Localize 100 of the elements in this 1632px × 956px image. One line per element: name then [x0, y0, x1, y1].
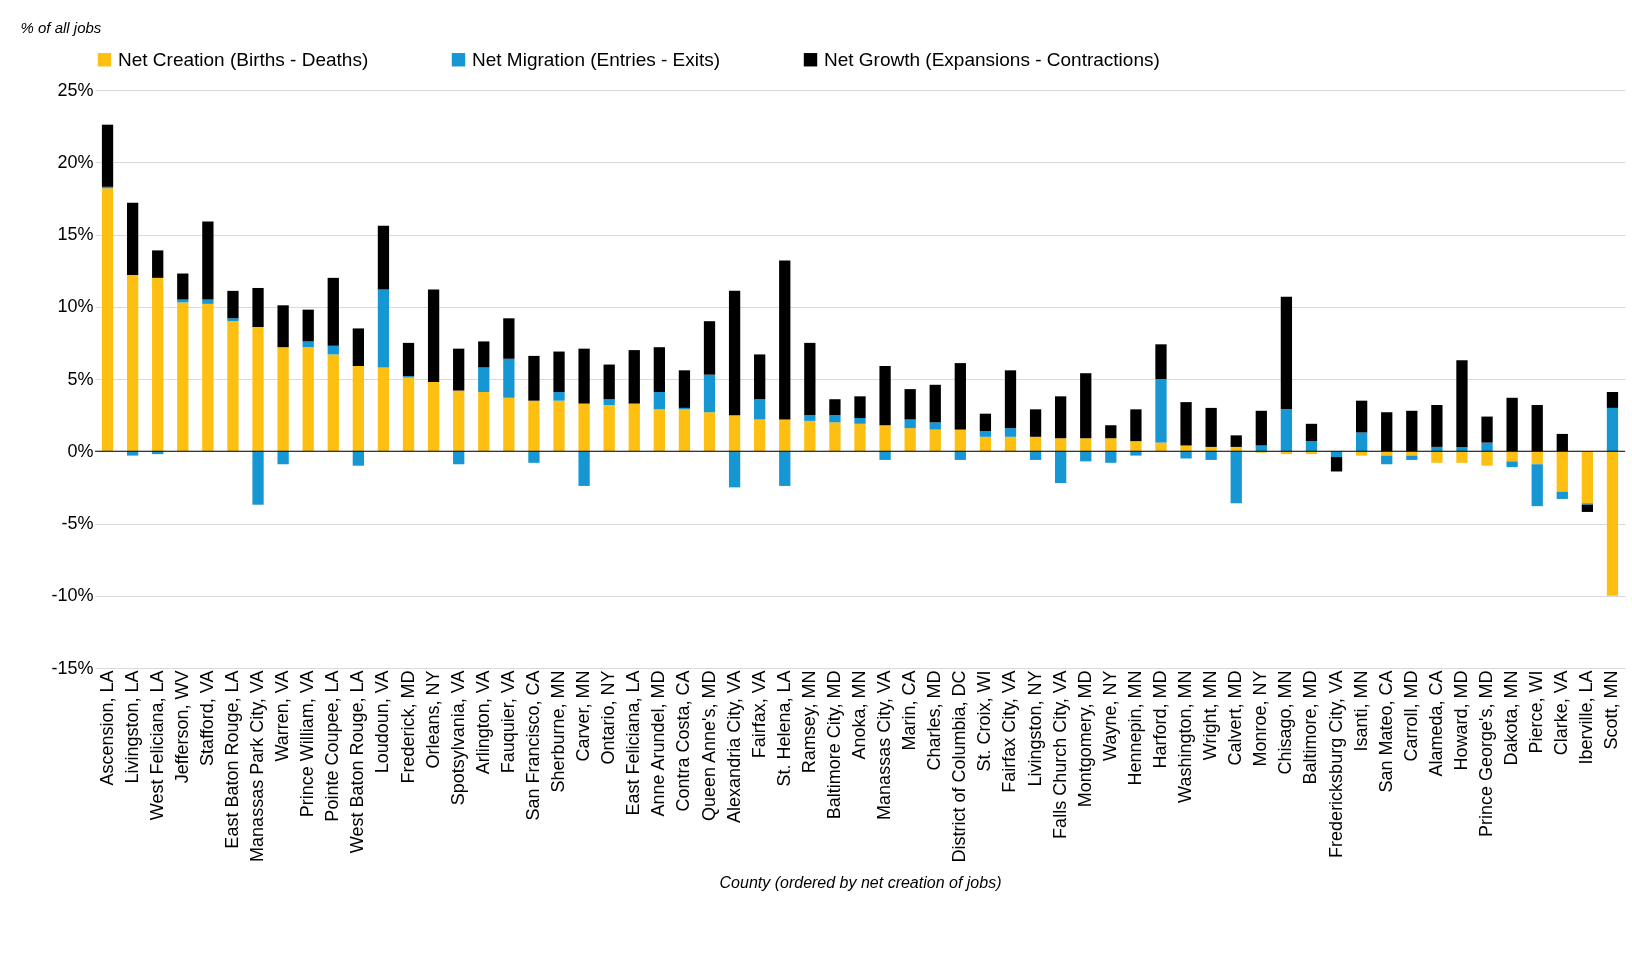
bar — [453, 390, 465, 452]
x-tick-label: Monroe, NY — [1250, 670, 1271, 767]
bar — [327, 354, 339, 452]
bar — [1531, 464, 1543, 507]
bar — [854, 418, 866, 424]
bar — [352, 366, 364, 452]
bar — [804, 420, 816, 452]
bar — [904, 389, 916, 420]
bar — [277, 347, 289, 452]
bar — [1105, 451, 1117, 463]
bar — [1305, 423, 1318, 442]
bar — [126, 274, 139, 452]
x-tick-label: Manassas Park City, VA — [247, 670, 268, 862]
bar — [829, 415, 841, 423]
x-tick-label: Manassas City, VA — [874, 670, 895, 820]
bar — [804, 415, 816, 421]
bar — [1255, 445, 1267, 452]
bar — [227, 321, 239, 452]
bar — [503, 397, 515, 452]
bar — [1055, 438, 1067, 452]
x-tick-label: Queen Anne's, MD — [698, 670, 719, 822]
bar — [603, 364, 615, 400]
bar — [578, 403, 590, 452]
bar — [728, 415, 741, 452]
bar — [252, 287, 264, 327]
bar — [829, 422, 841, 452]
bar — [302, 341, 314, 348]
bar — [1205, 446, 1217, 452]
bar — [653, 409, 665, 452]
bar — [1431, 405, 1443, 447]
x-tick-label: Fauquier, VA — [497, 670, 518, 774]
bar — [628, 403, 640, 452]
bar — [854, 396, 866, 419]
bar — [779, 451, 791, 486]
bar — [829, 399, 841, 416]
bar — [1029, 436, 1042, 452]
x-tick-label: West Baton Rouge, LA — [347, 670, 368, 854]
bar — [101, 124, 114, 187]
bar — [1581, 451, 1594, 504]
bar — [1130, 409, 1142, 442]
x-tick-label: Carver, MN — [573, 670, 594, 762]
y-tick-label: 5% — [67, 368, 94, 389]
legend-label: Net Creation (Births - Deaths) — [118, 48, 369, 70]
bar — [227, 290, 239, 319]
bar — [954, 429, 966, 452]
bar — [1255, 410, 1267, 446]
bar — [779, 260, 791, 420]
bar — [503, 318, 515, 359]
bar — [1581, 504, 1594, 512]
bar — [1431, 446, 1443, 452]
x-tick-label: Falls Church City, VA — [1049, 670, 1070, 839]
x-tick-label: Scott, MN — [1601, 670, 1622, 750]
x-tick-label: Spotsylvania, VA — [447, 670, 468, 806]
legend-label: Net Migration (Entries - Exits) — [472, 48, 721, 70]
bar — [503, 358, 515, 398]
bar — [152, 250, 164, 278]
x-tick-label: Anoka, MN — [849, 670, 869, 760]
bar — [1004, 428, 1017, 437]
y-tick-label: 15% — [57, 224, 94, 244]
bar — [929, 429, 941, 452]
bar — [979, 413, 992, 432]
x-tick-label: San Francisco, CA — [522, 670, 543, 821]
x-tick-label: Harford, MD — [1149, 670, 1170, 769]
x-tick-label: Jefferson, WV — [171, 670, 192, 784]
x-tick-label: Howard, MD — [1450, 670, 1471, 771]
bar — [979, 436, 992, 452]
bar — [377, 289, 390, 368]
x-tick-label: Ontario, NY — [598, 670, 619, 765]
bar — [728, 451, 741, 488]
bar — [854, 423, 866, 452]
bar — [578, 348, 590, 404]
bar — [1556, 451, 1568, 492]
bar — [1556, 491, 1568, 499]
bar — [1155, 442, 1167, 452]
bar — [1506, 451, 1518, 462]
y-axis-title: % of all jobs — [20, 18, 102, 36]
bar — [202, 303, 214, 452]
x-tick-label: Sherburne, MN — [548, 670, 569, 793]
bar — [754, 354, 766, 400]
bar — [427, 381, 440, 452]
bar — [628, 350, 640, 404]
bar — [1180, 402, 1192, 446]
bar — [754, 399, 766, 420]
bar — [126, 202, 139, 275]
bar — [252, 451, 264, 505]
x-tick-label: Loudoun, VA — [372, 670, 393, 774]
bar — [1606, 392, 1619, 408]
bar — [327, 277, 339, 346]
bar — [979, 431, 992, 437]
bar — [603, 399, 615, 406]
bar — [653, 347, 665, 393]
bar — [277, 451, 289, 465]
bar — [1456, 451, 1468, 463]
bar — [703, 321, 716, 375]
bar — [1180, 445, 1192, 452]
bar — [1004, 436, 1017, 452]
bar — [453, 348, 465, 391]
bar — [427, 289, 440, 382]
bar — [402, 377, 415, 452]
bar — [528, 451, 540, 463]
